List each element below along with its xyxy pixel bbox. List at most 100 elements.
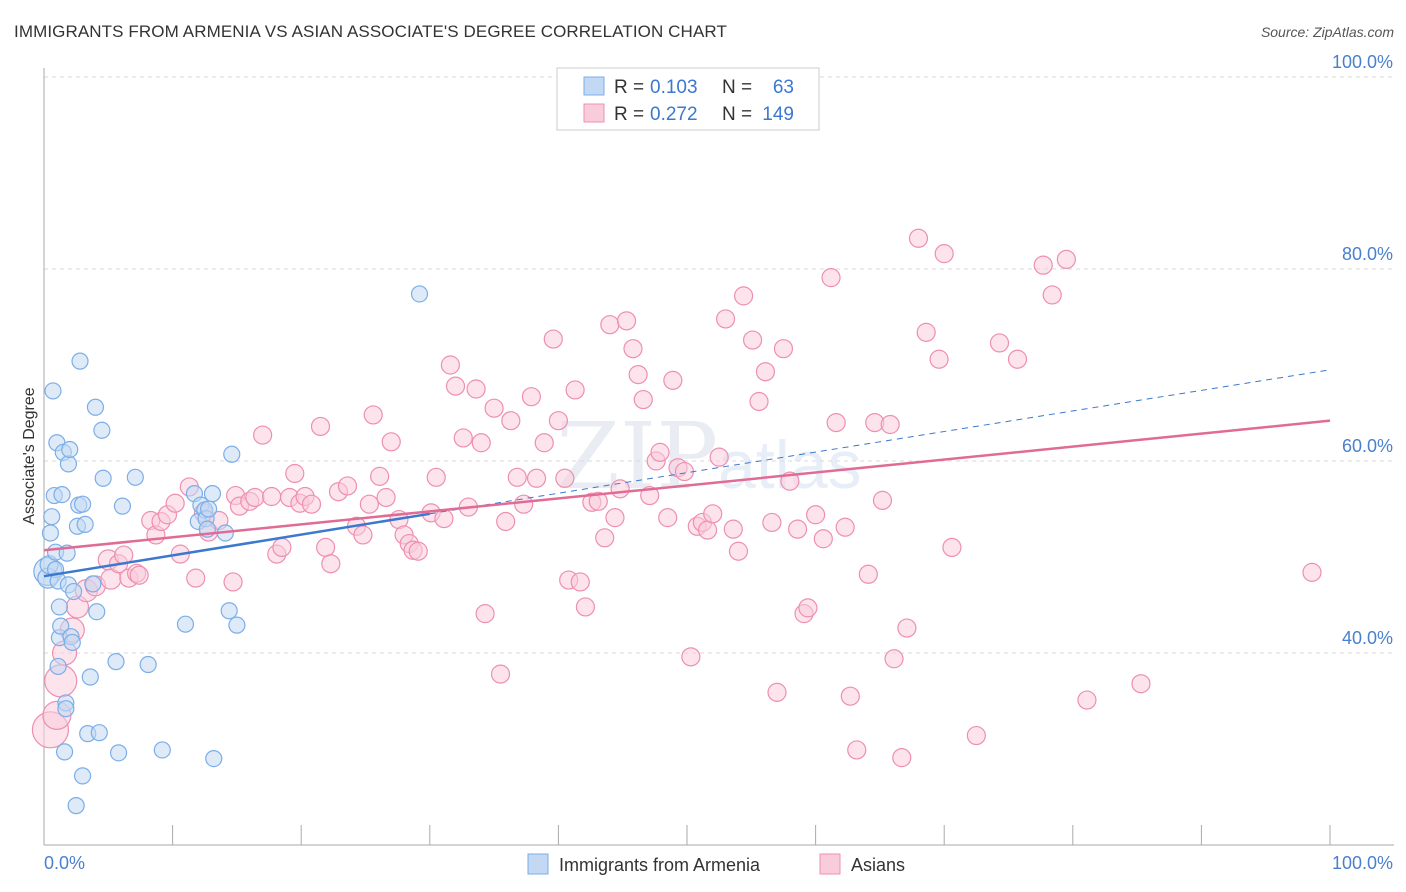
asians-point [165, 493, 185, 513]
asians-points [31, 228, 1322, 768]
armenia-point [113, 497, 132, 515]
asians-point [253, 425, 273, 445]
series-legend: Immigrants from Armenia Asians [527, 853, 905, 875]
asians-point [663, 370, 683, 390]
armenia-point [107, 653, 125, 671]
asians-point [767, 682, 787, 702]
asians-point [715, 309, 736, 329]
asians-trend-line [43, 419, 1331, 552]
asians-point [989, 333, 1010, 353]
trend-lines [43, 369, 1331, 578]
asians-point [426, 467, 446, 487]
asians-point [787, 519, 808, 539]
asians-point [709, 447, 729, 467]
armenia-point [90, 724, 108, 742]
asians-point [749, 391, 769, 412]
stats-r-label-blue: R = [614, 77, 644, 98]
asians-point [186, 568, 206, 588]
armenia-point [220, 602, 238, 620]
asians-point [934, 244, 954, 264]
asians-point [285, 463, 305, 484]
armenia-point [205, 749, 223, 768]
stats-swatch-pink [583, 103, 605, 123]
asians-point [755, 362, 776, 382]
armenia-point [64, 582, 83, 601]
stats-n-label-pink: N = [722, 104, 752, 125]
asians-point [813, 529, 833, 549]
asians-point [762, 512, 782, 533]
asians-point [600, 315, 620, 335]
stats-n-value-blue: 63 [773, 77, 794, 98]
asians-point [835, 517, 855, 537]
x-axis-ticks [172, 825, 1331, 845]
armenia-point [52, 617, 70, 635]
asians-point [565, 380, 585, 400]
armenia-point [59, 455, 78, 473]
armenia-point [203, 485, 222, 503]
asians-point [742, 330, 763, 350]
asians-point [733, 286, 754, 306]
asians-point [575, 597, 596, 617]
asians-point [723, 519, 743, 539]
asians-point [640, 485, 660, 506]
asians-point [1033, 255, 1053, 275]
armenia-point [44, 382, 62, 400]
asians-point [650, 442, 670, 462]
asians-point [310, 416, 331, 437]
armenia-point [410, 285, 429, 303]
asians-point [623, 339, 643, 359]
asians-point [337, 476, 358, 496]
asians-point [301, 494, 322, 514]
armenia-point [50, 598, 69, 616]
armenia-point [63, 633, 81, 652]
armenia-point [53, 486, 71, 504]
armenia-point [41, 524, 60, 542]
asians-point [773, 339, 794, 359]
asians-point [966, 725, 986, 746]
armenia-point [200, 500, 218, 518]
armenia-point [109, 744, 128, 762]
asians-point [501, 411, 521, 431]
asians-point [826, 413, 846, 433]
asians-point [245, 487, 265, 508]
asians-point [484, 398, 504, 418]
y-tick-label: 80.0% [1342, 244, 1393, 264]
asians-point [316, 537, 336, 558]
asians-point [1007, 349, 1028, 369]
asians-point [363, 405, 383, 425]
asians-point [434, 508, 454, 529]
y-axis-label: Associate's Degree [21, 387, 38, 524]
asians-point [872, 490, 893, 510]
armenia-point [61, 440, 79, 459]
x-tick-label-min: 0.0% [44, 853, 85, 873]
stats-legend: R = 0.103 N = 63 R = 0.272 N = 149 [556, 67, 820, 131]
asians-point [703, 504, 723, 524]
asians-point [223, 572, 243, 592]
armenia-point [81, 668, 99, 686]
asians-point [858, 564, 878, 584]
armenia-point [93, 421, 111, 439]
asians-point [570, 572, 590, 592]
asians-point [798, 598, 818, 618]
asians-point [1077, 690, 1097, 710]
asians-point [521, 387, 541, 407]
stats-n-label-blue: N = [722, 77, 752, 98]
asians-point [880, 414, 900, 435]
legend-swatch-armenia [527, 853, 549, 875]
y-tick-label: 60.0% [1342, 436, 1393, 456]
armenia-point [73, 767, 92, 785]
asians-point [321, 554, 341, 574]
asians-point [496, 511, 516, 532]
x-tick-label-max: 100.0% [1332, 853, 1393, 873]
asians-point [507, 467, 527, 487]
legend-label-asians: Asians [851, 855, 905, 875]
armenia-point [94, 469, 112, 487]
asians-point [840, 686, 860, 706]
y-tick-label: 40.0% [1342, 628, 1393, 648]
asians-point [805, 505, 826, 525]
asians-point [543, 329, 563, 349]
armenia-points [33, 285, 429, 815]
asians-point [697, 520, 718, 540]
asians-point [129, 565, 149, 585]
armenia-point [49, 657, 67, 676]
